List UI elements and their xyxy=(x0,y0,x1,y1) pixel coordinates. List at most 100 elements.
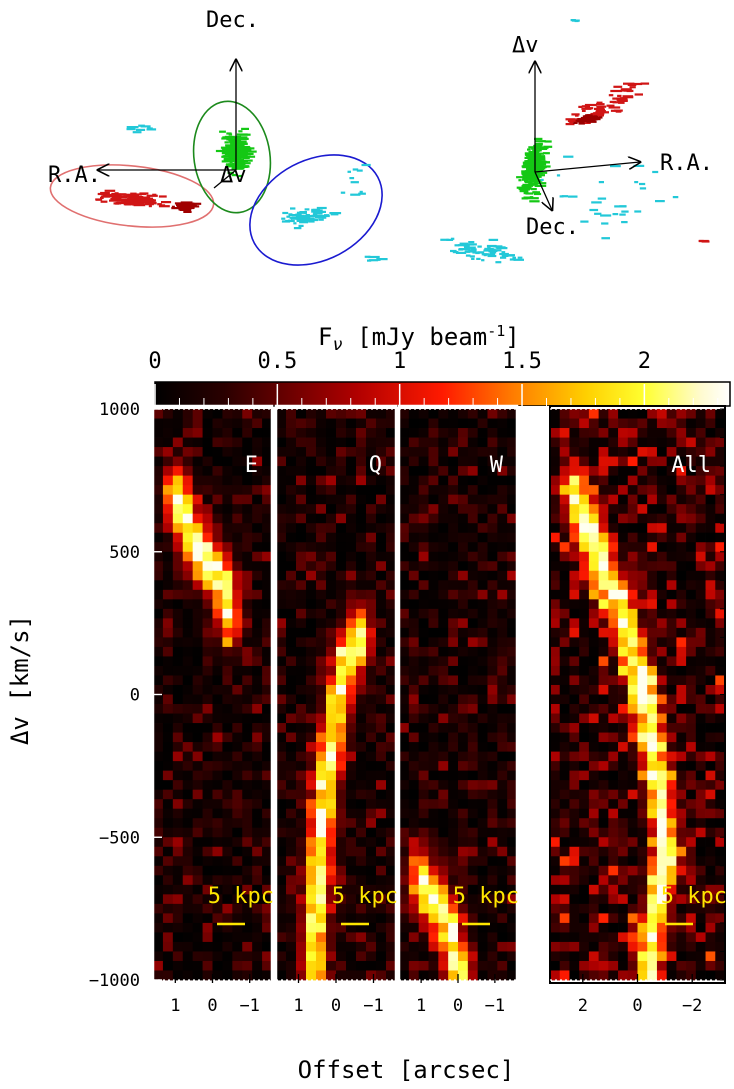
heatmap-cell xyxy=(172,466,184,477)
heatmap-cell xyxy=(212,542,223,553)
heatmap-cell xyxy=(418,970,429,981)
heatmap-cell xyxy=(182,761,194,772)
scatter-point xyxy=(531,160,536,163)
heatmap-cell xyxy=(477,627,488,638)
heatmap-cell xyxy=(598,856,609,867)
heatmap-cell xyxy=(232,922,243,933)
heatmap-cell xyxy=(448,409,459,419)
heatmap-cell xyxy=(647,970,658,981)
heatmap-cell xyxy=(487,941,498,952)
heatmap-cell xyxy=(418,694,429,705)
heatmap-cell xyxy=(637,780,648,791)
heatmap-cell xyxy=(550,475,561,486)
heatmap-cell xyxy=(507,960,518,971)
heatmap-cell xyxy=(458,561,469,572)
heatmap-cell xyxy=(438,551,449,562)
heatmap-cell xyxy=(676,913,687,924)
heatmap-cell xyxy=(242,684,253,695)
scatter-point xyxy=(97,192,107,196)
heatmap-cell xyxy=(588,789,600,800)
heatmap-cell xyxy=(408,903,420,914)
heatmap-cell xyxy=(386,894,397,905)
heatmap-cell xyxy=(588,837,600,848)
heatmap-cell xyxy=(559,409,570,419)
heatmap-cell xyxy=(212,466,223,477)
x-tick-label: 0 xyxy=(453,996,463,1016)
heatmap-cell xyxy=(418,513,429,524)
heatmap-cell xyxy=(477,646,488,657)
heatmap-cell xyxy=(306,723,317,733)
heatmap-cell xyxy=(399,818,410,829)
heatmap-cell xyxy=(666,770,677,781)
heatmap-cell xyxy=(458,532,469,543)
heatmap-cell xyxy=(458,551,469,562)
scatter-point xyxy=(614,205,627,208)
heatmap-cell xyxy=(192,532,203,543)
heatmap-cell xyxy=(366,941,377,952)
heatmap-cell xyxy=(346,551,357,562)
heatmap-cell xyxy=(608,646,619,657)
heatmap-cell xyxy=(316,951,327,962)
heatmap-cell xyxy=(202,960,213,971)
heatmap-cell xyxy=(386,951,397,962)
heatmap-cell xyxy=(467,865,479,876)
heatmap-cell xyxy=(686,570,697,581)
heatmap-cell xyxy=(202,646,213,657)
heatmap-cell xyxy=(550,542,561,553)
heatmap-cell xyxy=(458,409,469,419)
heatmap-cell xyxy=(458,742,469,752)
heatmap-cell xyxy=(162,865,174,876)
heatmap-cell xyxy=(276,846,287,857)
scatter-point xyxy=(537,175,542,178)
heatmap-cell xyxy=(676,884,687,895)
scatter-point xyxy=(104,189,116,192)
heatmap-cell xyxy=(276,970,287,981)
heatmap-cell xyxy=(376,789,387,800)
heatmap-cell xyxy=(286,637,297,648)
scatter-point xyxy=(95,198,101,201)
heatmap-cell xyxy=(656,618,668,629)
heatmap-cell xyxy=(637,656,648,667)
heatmap-cell xyxy=(569,608,580,619)
heatmap-cell xyxy=(579,523,590,534)
heatmap-cell xyxy=(232,856,243,867)
heatmap-cell xyxy=(326,494,337,505)
heatmap-cell xyxy=(212,637,223,648)
heatmap-cell xyxy=(608,903,619,914)
heatmap-cell xyxy=(336,485,347,496)
heatmap-cell xyxy=(336,580,347,591)
heatmap-cell xyxy=(467,827,479,838)
heatmap-cell xyxy=(408,456,420,467)
heatmap-cell xyxy=(296,742,307,752)
heatmap-cell xyxy=(326,808,337,819)
heatmap-cell xyxy=(418,941,429,952)
heatmap-cell xyxy=(467,723,479,733)
heatmap-cell xyxy=(550,694,561,705)
heatmap-cell xyxy=(386,523,397,534)
heatmap-cell xyxy=(559,494,570,505)
heatmap-cell xyxy=(326,704,337,714)
heatmap-cell xyxy=(559,447,570,457)
heatmap-cell xyxy=(316,475,327,486)
heatmap-cell xyxy=(286,599,297,610)
heatmap-cell xyxy=(608,751,619,762)
heatmap-cell xyxy=(588,932,600,943)
heatmap-cell xyxy=(408,761,420,772)
heatmap-cell xyxy=(212,694,223,705)
heatmap-cell xyxy=(507,580,518,591)
heatmap-cell xyxy=(262,418,273,429)
scatter-point xyxy=(127,199,132,202)
heatmap-cell xyxy=(588,513,600,524)
heatmap-cell xyxy=(286,437,297,448)
heatmap-cell xyxy=(618,437,629,448)
heatmap-cell xyxy=(296,447,307,457)
heatmap-cell xyxy=(162,941,174,952)
heatmap-cell xyxy=(326,751,337,762)
heatmap-cell xyxy=(477,799,488,810)
heatmap-cell xyxy=(262,608,273,619)
heatmap-cell xyxy=(172,713,184,724)
heatmap-cell xyxy=(715,951,726,962)
heatmap-cell xyxy=(356,561,367,572)
heatmap-cell xyxy=(316,903,327,914)
